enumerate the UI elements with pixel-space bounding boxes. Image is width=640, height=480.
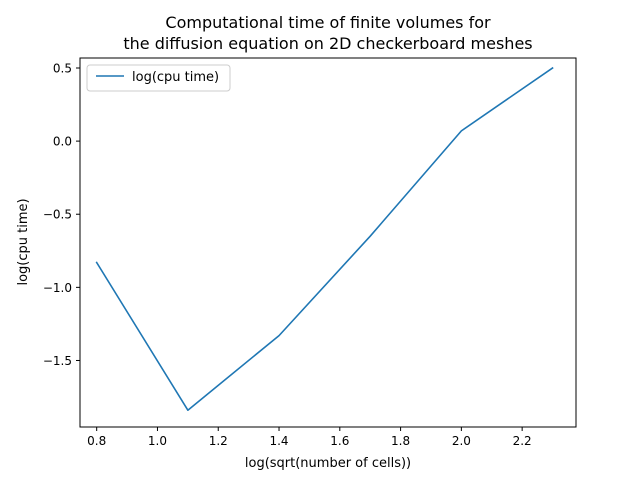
legend: log(cpu time) <box>86 64 231 92</box>
y-tick-label: −1.5 <box>43 354 72 368</box>
y-tick-label: −1.0 <box>43 281 72 295</box>
y-tick-label: 0.0 <box>53 135 72 149</box>
plot-area <box>80 58 576 427</box>
y-axis-ticks: −1.5 −1.0 −0.5 0.0 0.5 <box>43 61 80 368</box>
x-axis-ticks: 0.8 1.0 1.2 1.4 1.6 1.8 2.0 2.2 <box>87 427 532 448</box>
x-tick-label: 1.4 <box>269 434 288 448</box>
y-tick-label: 0.5 <box>53 61 72 75</box>
x-tick-label: 1.8 <box>391 434 410 448</box>
x-tick-label: 1.0 <box>148 434 167 448</box>
chart-title-line-2: the diffusion equation on 2D checkerboar… <box>123 34 532 53</box>
series-layer <box>95 66 554 412</box>
x-tick-label: 1.6 <box>330 434 349 448</box>
x-tick-label: 1.2 <box>209 434 228 448</box>
x-tick-label: 2.2 <box>513 434 532 448</box>
plot-frame <box>79 57 577 428</box>
legend-label: log(cpu time) <box>132 70 219 85</box>
y-tick-label: −0.5 <box>43 208 72 222</box>
x-tick-label: 0.8 <box>87 434 106 448</box>
x-tick-label: 2.0 <box>452 434 471 448</box>
chart-title-line-1: Computational time of finite volumes for <box>165 13 491 32</box>
x-axis-label: log(sqrt(number of cells)) <box>245 456 411 471</box>
legend-box <box>86 64 231 92</box>
series-line-0 <box>95 66 554 412</box>
y-axis-label: log(cpu time) <box>16 198 31 285</box>
